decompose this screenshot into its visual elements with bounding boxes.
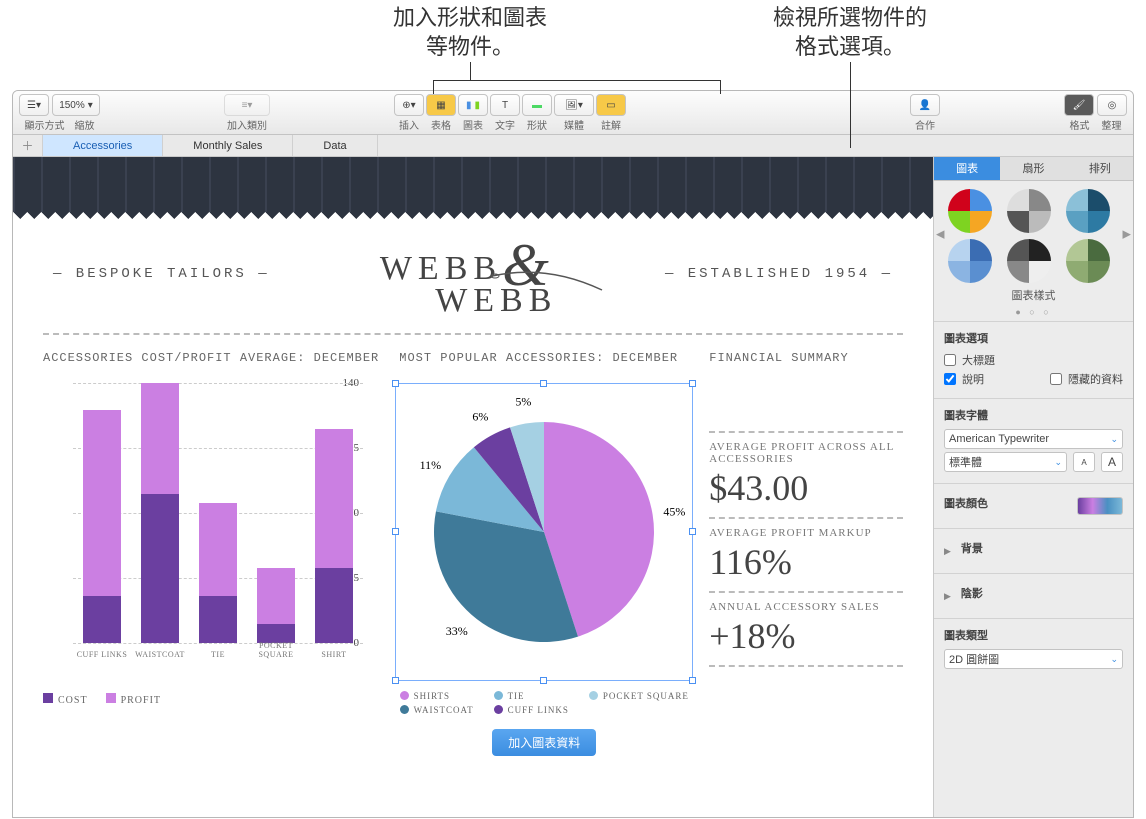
brand-header: — BESPOKE TAILORS — WEBB& WEBB — ESTABLI… bbox=[13, 222, 933, 327]
hidden-data-checkbox[interactable] bbox=[1050, 373, 1062, 385]
chart-style-swatch[interactable] bbox=[1007, 239, 1051, 283]
tagline-right: — ESTABLISHED 1954 — bbox=[665, 266, 893, 282]
chart-style-swatch[interactable] bbox=[948, 239, 992, 283]
numbers-window: ☰▾ 150%▾ 顯示方式 縮放 ≡▾ 加入類別 ⊕▾ 插入 ▦ 表格 ▮▮ 圖… bbox=[12, 90, 1134, 818]
inspector-tab-wedge[interactable]: 扇形 bbox=[1000, 157, 1066, 181]
chart-button[interactable]: ▮▮ bbox=[458, 94, 488, 116]
sheet-tab-bar: ＋ Accessories Monthly Sales Data bbox=[13, 135, 1133, 157]
financial-value: $43.00 bbox=[709, 467, 903, 509]
font-larger-button[interactable]: A bbox=[1101, 452, 1123, 472]
pie-selection[interactable]: 45% 33% 11% 6% 5% bbox=[395, 383, 693, 681]
pie-chart-section: MOST POPULAR ACCESSORIES: DECEMBER 45% 33… bbox=[399, 351, 689, 756]
bar-chart[interactable]: 03570105140CUFF LINKSWAISTCOATTIEPOCKET … bbox=[43, 383, 363, 673]
pie-percent-label: 45% bbox=[664, 504, 686, 518]
chart-color-title: 圖表顏色 bbox=[944, 495, 1071, 511]
financial-summary: FINANCIAL SUMMARY AVERAGE PROFIT ACROSS … bbox=[709, 351, 903, 756]
text-button[interactable]: T bbox=[490, 94, 520, 116]
financial-label: ANNUAL ACCESSORY SALES bbox=[709, 601, 903, 613]
chart-style-swatch[interactable] bbox=[1066, 239, 1110, 283]
pie-chart[interactable]: 45% 33% 11% 6% 5% bbox=[398, 386, 690, 678]
bar-category-label: TIE bbox=[188, 650, 248, 659]
pie-legend-item: SHIRTS bbox=[400, 691, 474, 701]
header-fabric bbox=[13, 157, 933, 212]
legend-checkbox[interactable] bbox=[944, 373, 956, 385]
sheet-tab-data[interactable]: Data bbox=[293, 135, 377, 156]
financial-title: FINANCIAL SUMMARY bbox=[709, 351, 903, 365]
font-family-select[interactable]: American Typewriter⌄ bbox=[944, 429, 1123, 449]
media-button[interactable]: 🖼▾ bbox=[554, 94, 594, 116]
pie-legend-item: POCKET SQUARE bbox=[589, 691, 689, 701]
bar-category-label: POCKET SQUARE bbox=[246, 641, 306, 659]
pie-percent-label: 5% bbox=[516, 394, 532, 408]
bar-category-label: CUFF LINKS bbox=[72, 650, 132, 659]
toolbar: ☰▾ 150%▾ 顯示方式 縮放 ≡▾ 加入類別 ⊕▾ 插入 ▦ 表格 ▮▮ 圖… bbox=[13, 91, 1133, 135]
chart-style-grid bbox=[934, 181, 1133, 287]
canvas[interactable]: — BESPOKE TAILORS — WEBB& WEBB — ESTABLI… bbox=[13, 157, 933, 817]
bar-chart-section: ACCESSORIES COST/PROFIT AVERAGE: DECEMBE… bbox=[43, 351, 379, 756]
annotation-layer: 加入形狀和圖表等物件。 檢視所選物件的格式選項。 bbox=[0, 0, 1146, 90]
font-weight-select[interactable]: 標準體⌄ bbox=[944, 452, 1067, 472]
needle-icon bbox=[487, 268, 607, 298]
bar-category-label: SHIRT bbox=[304, 650, 364, 659]
bar-chart-title: ACCESSORIES COST/PROFIT AVERAGE: DECEMBE… bbox=[43, 351, 379, 365]
pie-percent-label: 33% bbox=[446, 624, 468, 638]
pie-legend-item: CUFF LINKS bbox=[494, 705, 569, 715]
tagline-left: — BESPOKE TAILORS — bbox=[53, 266, 270, 282]
pie-chart-title: MOST POPULAR ACCESSORIES: DECEMBER bbox=[399, 351, 678, 365]
chart-options-title: 圖表選項 bbox=[944, 330, 1123, 346]
pie-legend: SHIRTS TIE POCKET SQUARE WAISTCOAT CUFF LINK… bbox=[400, 691, 689, 715]
organize-button[interactable]: ◎ bbox=[1097, 94, 1127, 116]
add-category-button[interactable]: ≡▾ bbox=[224, 94, 270, 116]
financial-label: AVERAGE PROFIT ACROSS ALL ACCESSORIES bbox=[709, 441, 903, 465]
pie-legend-item: WAISTCOAT bbox=[400, 705, 474, 715]
chart-style-swatch[interactable] bbox=[1007, 189, 1051, 233]
annotation-format: 檢視所選物件的格式選項。 bbox=[740, 4, 960, 61]
annotation-insert: 加入形狀和圖表等物件。 bbox=[360, 4, 580, 61]
inspector-tab-chart[interactable]: 圖表 bbox=[934, 157, 1000, 181]
insert-button[interactable]: ⊕▾ bbox=[394, 94, 424, 116]
brand-logo: WEBB& WEBB bbox=[377, 232, 557, 317]
shape-button[interactable]: ▬ bbox=[522, 94, 552, 116]
background-disclosure[interactable]: 背景 bbox=[961, 540, 983, 556]
view-button[interactable]: ☰▾ bbox=[19, 94, 49, 116]
style-next-button[interactable]: ▶ bbox=[1123, 228, 1131, 241]
inspector-tab-arrange[interactable]: 排列 bbox=[1067, 157, 1133, 181]
add-chart-data-button[interactable]: 加入圖表資料 bbox=[492, 729, 596, 756]
financial-label: AVERAGE PROFIT MARKUP bbox=[709, 527, 903, 539]
shadow-disclosure[interactable]: 陰影 bbox=[961, 585, 983, 601]
font-smaller-button[interactable]: A bbox=[1073, 452, 1095, 472]
bar-category-label: WAISTCOAT bbox=[130, 650, 190, 659]
title-checkbox[interactable] bbox=[944, 354, 956, 366]
chart-type-title: 圖表類型 bbox=[944, 627, 1123, 643]
zoom-select[interactable]: 150%▾ bbox=[52, 94, 100, 116]
bar-legend: COST PROFIT bbox=[43, 693, 379, 706]
format-inspector: 圖表 扇形 排列 ◀ ▶ 圖表樣式 ● ○ ○ 圖表選項 大標題 說明 隱藏的資… bbox=[933, 157, 1133, 817]
chart-style-swatch[interactable] bbox=[1066, 189, 1110, 233]
chart-type-select[interactable]: 2D 圓餅圖⌄ bbox=[944, 649, 1123, 669]
chart-style-caption: 圖表樣式 bbox=[934, 287, 1133, 307]
financial-value: +18% bbox=[709, 615, 903, 657]
format-button[interactable]: 🖌 bbox=[1064, 94, 1094, 116]
add-sheet-button[interactable]: ＋ bbox=[13, 135, 43, 156]
chart-style-swatch[interactable] bbox=[948, 189, 992, 233]
chart-font-title: 圖表字體 bbox=[944, 407, 1123, 423]
comment-button[interactable]: ▭ bbox=[596, 94, 626, 116]
collaborate-button[interactable]: 👤 bbox=[910, 94, 940, 116]
pie-percent-label: 11% bbox=[420, 457, 442, 471]
sheet-tab-accessories[interactable]: Accessories bbox=[43, 135, 163, 156]
table-button[interactable]: ▦ bbox=[426, 94, 456, 116]
pie-legend-item: TIE bbox=[494, 691, 569, 701]
sheet-tab-monthly[interactable]: Monthly Sales bbox=[163, 135, 293, 156]
financial-value: 116% bbox=[709, 541, 903, 583]
pie-percent-label: 6% bbox=[473, 409, 489, 423]
chart-color-button[interactable] bbox=[1077, 497, 1123, 515]
